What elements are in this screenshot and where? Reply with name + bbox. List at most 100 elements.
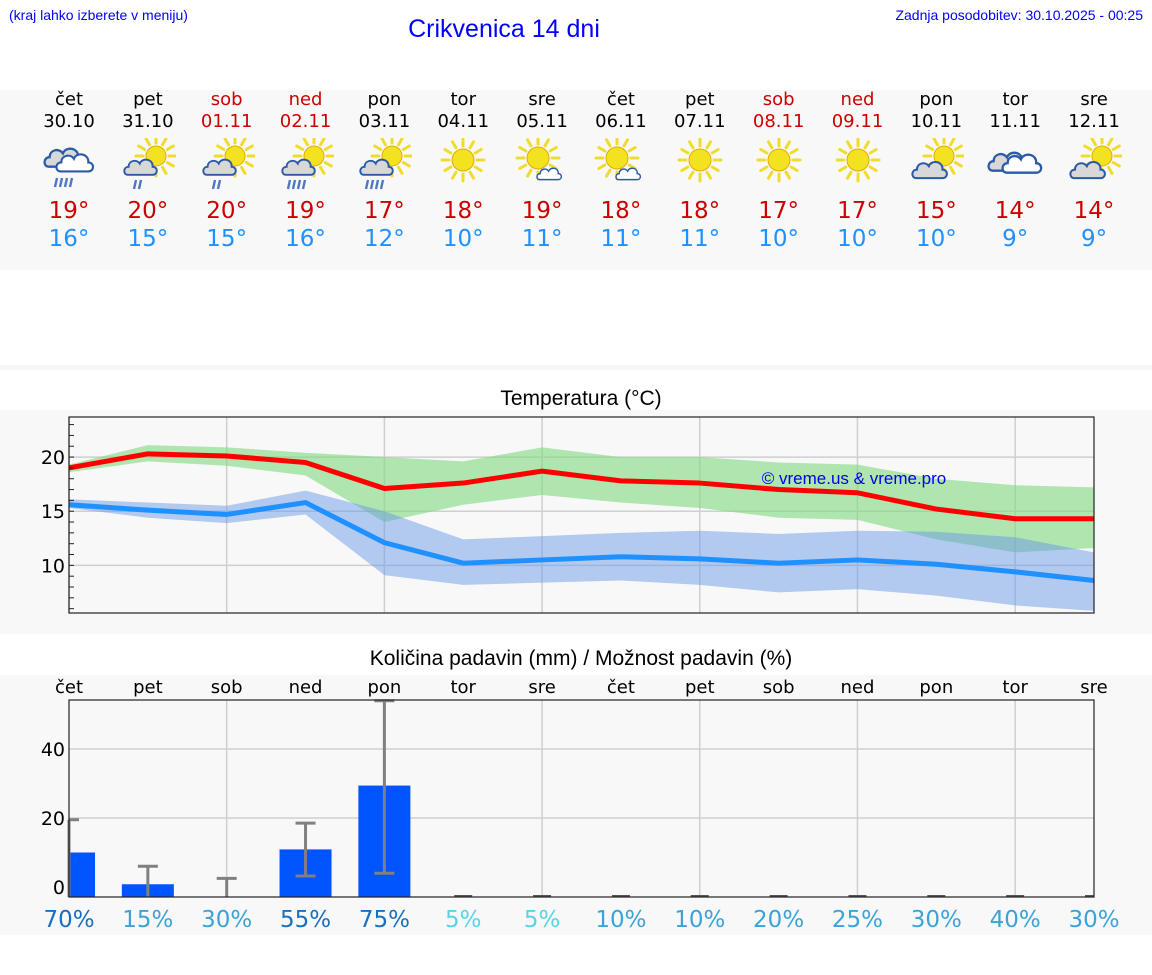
sun-cloud-light-rain-icon [120, 134, 178, 194]
day-date: 31.10 [122, 111, 174, 132]
day-name: sob [210, 89, 243, 110]
svg-text:55%: 55% [280, 907, 331, 933]
separator [0, 365, 1152, 370]
day-name: pon [919, 89, 954, 110]
day-date: 08.11 [752, 111, 805, 132]
max-temperature: 14° [1073, 198, 1115, 224]
location-hint[interactable]: (kraj lahko izberete v meniju) [9, 7, 188, 23]
max-temperature: 18° [442, 198, 484, 224]
svg-text:30%: 30% [201, 907, 252, 933]
sun-cloud-light-rain-icon [199, 134, 257, 194]
sun-small-cloud-icon [514, 135, 570, 194]
min-temperature: 16° [48, 226, 90, 252]
svg-text:ned: ned [841, 677, 875, 698]
max-temperature: 14° [994, 198, 1036, 224]
svg-text:sre: sre [528, 677, 555, 698]
max-temperature: 17° [758, 198, 800, 224]
day-date: 05.11 [516, 111, 568, 132]
max-temperature: 19° [285, 198, 326, 224]
last-update: Zadnja posodobitev: 30.10.2025 - 00:25 [895, 7, 1143, 23]
svg-text:10%: 10% [595, 907, 646, 933]
svg-text:40%: 40% [990, 907, 1041, 933]
svg-text:20: 20 [41, 447, 65, 469]
svg-text:tor: tor [1002, 677, 1028, 698]
svg-text:15: 15 [41, 501, 65, 523]
overcast-clouds-icon [987, 138, 1043, 194]
svg-text:čet: čet [607, 677, 635, 698]
day-date: 10.11 [910, 111, 963, 132]
min-temperature: 10° [442, 226, 484, 252]
min-temperature: 10° [758, 226, 800, 252]
svg-text:10%: 10% [674, 907, 725, 933]
max-temperature: 20° [206, 198, 248, 224]
sun-behind-cloud-icon [908, 134, 966, 194]
svg-text:sre: sre [1080, 677, 1107, 698]
svg-text:5%: 5% [445, 907, 482, 933]
max-temperature: 20° [127, 198, 169, 224]
day-name: čet [606, 89, 635, 110]
day-name: pon [367, 89, 402, 110]
svg-text:© vreme.us & vreme.pro: © vreme.us & vreme.pro [762, 469, 946, 488]
svg-text:15%: 15% [122, 907, 173, 933]
min-temperature: 11° [679, 226, 721, 252]
min-temperature: 10° [915, 226, 957, 252]
day-date: 11.11 [989, 111, 1041, 132]
day-date: 03.11 [358, 111, 411, 132]
svg-text:10: 10 [41, 555, 65, 577]
sun-behind-cloud-icon [1066, 134, 1124, 194]
day-name: pet [133, 89, 163, 110]
day-date: 07.11 [674, 111, 726, 132]
day-date: 12.11 [1068, 111, 1120, 132]
day-name: sre [528, 89, 556, 110]
day-date: 30.10 [43, 111, 95, 132]
day-date: 01.11 [200, 111, 253, 132]
day-name: sre [1080, 89, 1108, 110]
min-temperature: 15° [127, 226, 169, 252]
svg-text:ned: ned [289, 677, 323, 698]
day-name: ned [840, 89, 875, 110]
page-title: Crikvenica 14 dni [408, 15, 600, 43]
sun-icon [830, 137, 886, 194]
max-temperature: 19° [521, 198, 563, 224]
svg-text:20%: 20% [753, 907, 804, 933]
min-temperature: 16° [285, 226, 326, 252]
svg-text:pet: pet [133, 677, 163, 698]
max-temperature: 18° [600, 198, 642, 224]
sun-cloud-rain-icon [278, 134, 336, 194]
svg-text:tor: tor [450, 677, 476, 698]
svg-text:70%: 70% [43, 907, 94, 933]
heavy-cloud-rain-icon [41, 138, 97, 194]
temperature-chart: 10 15 20 © vreme.us & vreme.pro [0, 410, 1152, 634]
max-temperature: 17° [837, 198, 878, 224]
svg-text:30%: 30% [911, 907, 962, 933]
day-date: 09.11 [831, 111, 884, 132]
min-temperature: 9° [1080, 226, 1108, 252]
day-date: 02.11 [279, 111, 332, 132]
precipitation-chart: 0 20 40 čet pet sob ned pon tor sre čet pet sob ned po… [0, 675, 1152, 935]
day-name: tor [1002, 89, 1028, 110]
sun-icon [435, 137, 491, 194]
max-temperature: 19° [48, 198, 90, 224]
min-temperature: 12° [364, 226, 405, 252]
min-temperature: 15° [206, 226, 248, 252]
day-name: pet [685, 89, 715, 110]
sun-icon [672, 137, 728, 194]
day-name: sob [762, 89, 795, 110]
svg-text:pon: pon [367, 677, 401, 698]
min-temperature: 11° [521, 226, 563, 252]
max-temperature: 17° [364, 198, 405, 224]
min-temperature: 11° [600, 226, 642, 252]
precipitation-chart-title: Količina padavin (mm) / Možnost padavin … [369, 647, 793, 670]
sun-small-cloud-icon [593, 135, 649, 194]
max-temperature: 15° [915, 198, 957, 224]
day-name: čet [54, 89, 84, 110]
max-temperature: 18° [679, 198, 721, 224]
svg-text:25%: 25% [832, 907, 883, 933]
svg-text:pon: pon [919, 677, 953, 698]
svg-text:sob: sob [763, 677, 795, 698]
temperature-chart-title: Temperatura (°C) [500, 387, 662, 410]
svg-text:sob: sob [211, 677, 243, 698]
day-name: ned [288, 89, 323, 110]
sun-cloud-rain-icon [356, 134, 414, 194]
day-date: 04.11 [437, 111, 490, 132]
